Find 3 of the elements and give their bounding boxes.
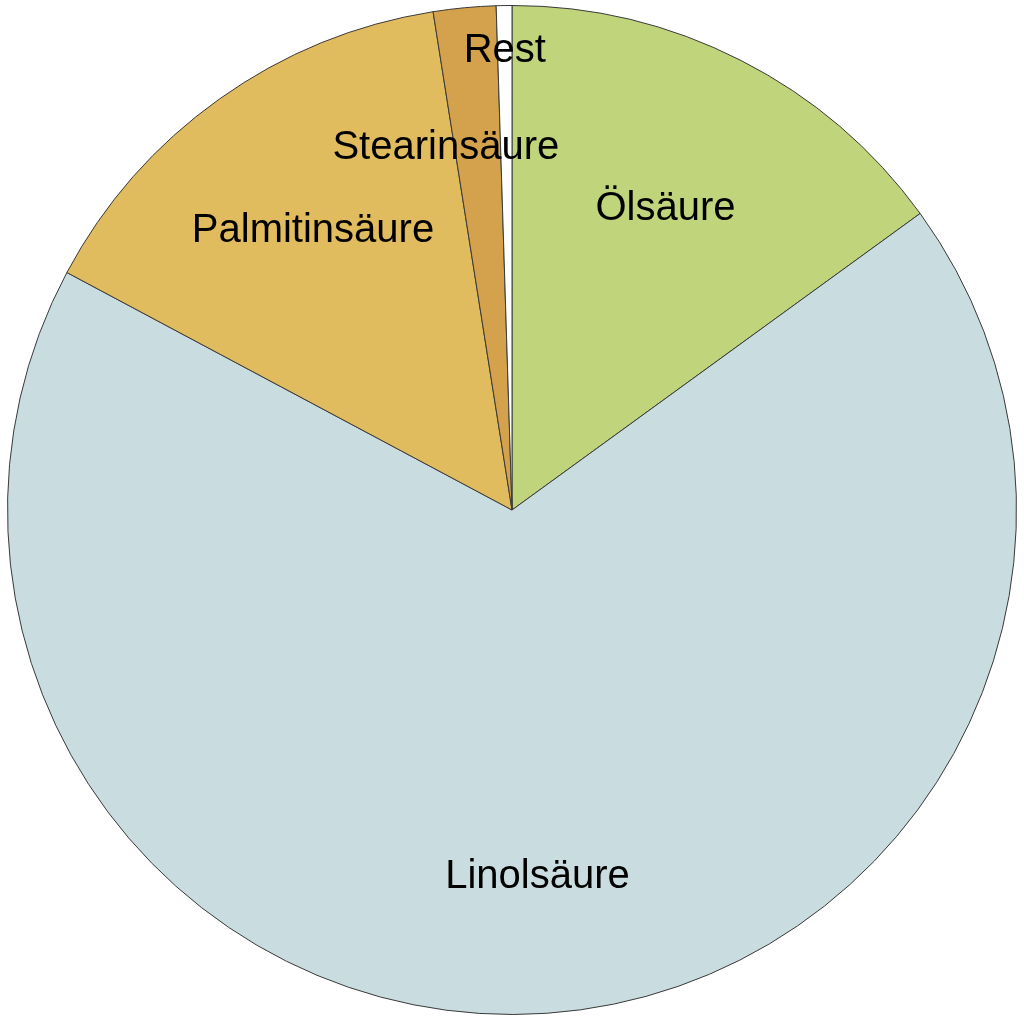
slice-label: Linolsäure [445,852,630,897]
slice-label: Ölsäure [595,183,736,228]
slice-label: Palmitinsäure [191,205,435,250]
